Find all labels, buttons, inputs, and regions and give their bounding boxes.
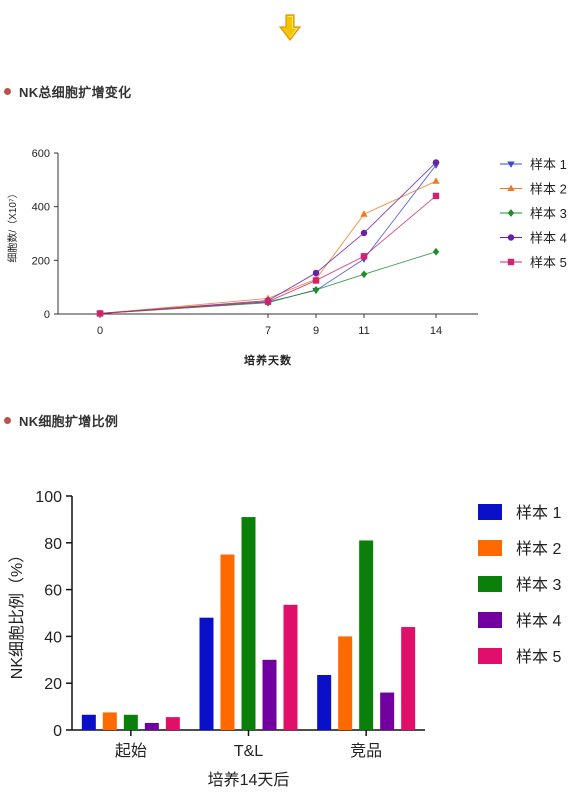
legend-marker (507, 234, 515, 241)
x-tick-label: 起始 (115, 742, 147, 760)
bar (317, 675, 332, 730)
legend-marker (507, 209, 515, 217)
bar (262, 659, 277, 730)
y-axis-title: NK细胞比例（%） (8, 547, 26, 679)
data-point (264, 298, 272, 305)
bullet-dot-icon (4, 417, 11, 424)
bullet-dot-icon (4, 88, 11, 95)
y-tick-label: 20 (44, 676, 62, 693)
x-tick-label: 竞品 (350, 742, 382, 760)
section-header-nk-ratio: NK细胞扩增比例 (4, 411, 118, 430)
y-tick-label: 400 (32, 202, 50, 214)
legend-swatch (478, 612, 502, 628)
x-tick-label: 9 (313, 325, 319, 337)
y-tick-label: 0 (44, 309, 50, 321)
bar (220, 554, 235, 730)
legend-label: 样本 3 (516, 576, 561, 594)
data-point (312, 286, 320, 294)
data-point (360, 229, 368, 237)
series-line (99, 180, 437, 314)
legend-label: 样本 5 (516, 648, 561, 666)
legend-marker (507, 258, 515, 266)
y-tick-label: 40 (44, 629, 62, 646)
bar (359, 540, 374, 730)
legend-label: 样本 1 (530, 157, 567, 172)
data-point (432, 159, 440, 166)
section-title: NK细胞扩增比例 (19, 414, 119, 429)
legend-swatch (478, 540, 502, 556)
down-arrow-icon (278, 14, 302, 42)
data-point (312, 277, 320, 284)
bar (241, 517, 256, 730)
x-axis-title: 培养14天后 (208, 771, 290, 789)
bar (338, 636, 353, 730)
legend-label: 样本 5 (530, 255, 567, 270)
y-tick-label: 0 (53, 723, 62, 740)
data-point (432, 192, 440, 200)
section-title: NK总细胞扩增变化 (19, 85, 132, 100)
bar (380, 692, 395, 730)
legend-swatch (478, 504, 502, 520)
y-tick-label: 60 (44, 583, 62, 600)
data-point (360, 253, 368, 260)
y-tick-label: 600 (32, 148, 50, 160)
x-tick-label: 7 (265, 325, 271, 337)
data-point (96, 310, 104, 317)
legend-label: 样本 2 (530, 182, 567, 197)
data-point (360, 270, 368, 279)
line-chart-total-nk: 0 200 400 600 0 7 9 11 14 培养天数 细胞数/（X10⁷） 样本 1 样本 2 样… (6, 148, 567, 367)
x-tick-label: T&L (234, 743, 263, 760)
bar (81, 714, 96, 730)
legend-label: 样本 2 (516, 540, 561, 558)
data-point (432, 247, 440, 256)
x-tick-label: 0 (97, 325, 103, 337)
bar (199, 617, 214, 730)
x-tick-label: 11 (358, 325, 369, 337)
legend-marker (507, 161, 515, 168)
legend-label: 样本 1 (516, 504, 561, 522)
bar (123, 714, 138, 730)
x-tick-label: 14 (430, 325, 442, 337)
x-axis-title: 培养天数 (244, 353, 292, 367)
series-line (99, 164, 437, 314)
bar (165, 717, 180, 730)
y-axis-title: 细胞数/（X10⁷） (6, 188, 19, 262)
bar (283, 604, 298, 730)
legend-label: 样本 4 (530, 231, 567, 246)
legend-swatch (478, 648, 502, 664)
data-point (312, 269, 320, 277)
legend-swatch (478, 576, 502, 592)
legend-marker (507, 184, 515, 192)
y-tick-label: 200 (32, 255, 50, 267)
data-point (432, 177, 440, 184)
legend-label: 样本 4 (516, 612, 561, 630)
legend-label: 样本 3 (530, 206, 567, 221)
bar (144, 722, 159, 730)
y-tick-label: 100 (35, 489, 62, 506)
section-header-total-expansion: NK总细胞扩增变化 (4, 82, 131, 101)
bar (102, 712, 117, 730)
bar (401, 627, 416, 730)
y-tick-label: 80 (44, 536, 62, 553)
data-point (360, 210, 368, 217)
